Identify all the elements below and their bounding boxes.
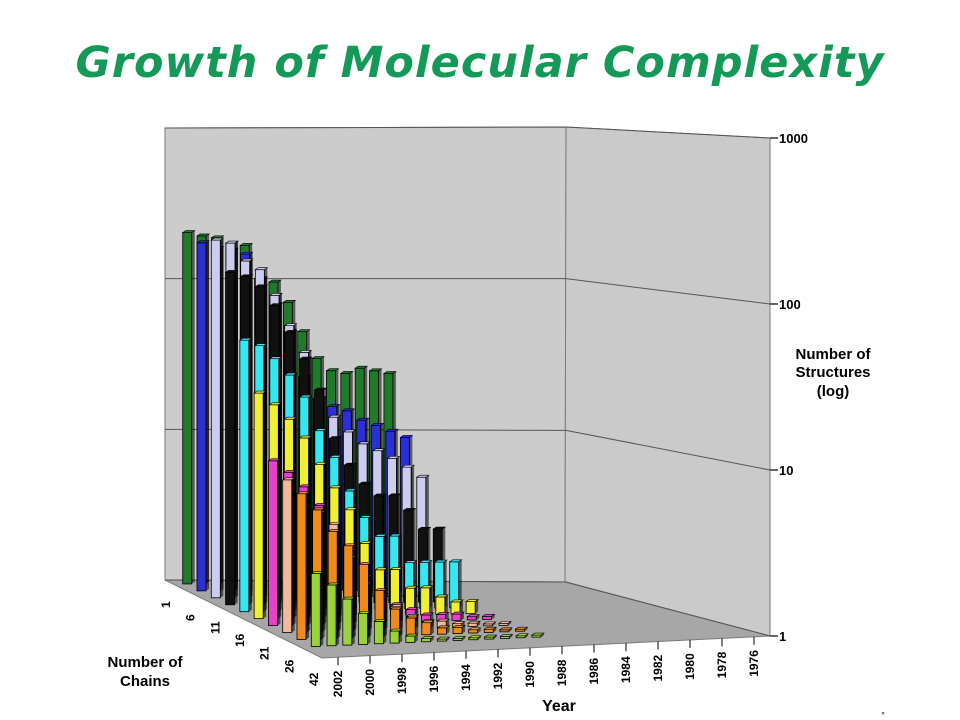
bar [452, 636, 467, 641]
bar [514, 626, 529, 632]
bar [436, 618, 451, 628]
bar [420, 636, 435, 643]
bar [515, 633, 530, 639]
year-tick-label: 1978 [715, 651, 729, 678]
year-tick-label: 2002 [331, 670, 345, 697]
page-title: Growth of Molecular Complexity [75, 38, 885, 88]
chain-tick-label: 26 [282, 659, 296, 673]
bar [448, 559, 463, 609]
bar [281, 477, 296, 633]
bar [210, 237, 225, 599]
z-axis: 1 10 100 1000 [770, 131, 808, 644]
year-tick-label: 1982 [651, 654, 665, 681]
bar [420, 612, 435, 622]
bar [238, 337, 253, 613]
z-tick-label: 1000 [779, 131, 808, 146]
bar [404, 633, 419, 643]
bar [267, 458, 282, 626]
zlabel-line3: (log) [817, 383, 849, 400]
bar [196, 240, 210, 592]
bar [389, 628, 404, 644]
year-tick-label: 1986 [587, 658, 601, 685]
zlabel-line1: Number of [796, 346, 872, 363]
side-wall [564, 126, 771, 637]
bar [420, 620, 435, 636]
bar [253, 390, 268, 620]
bar [434, 594, 449, 615]
year-tick-label: 1996 [427, 665, 441, 692]
chain-tick-label: 11 [208, 621, 222, 634]
bar [405, 615, 420, 636]
bar [465, 599, 480, 615]
footer-mark: ° [881, 711, 885, 720]
bar [436, 636, 451, 642]
year-tick-label: 1976 [747, 650, 761, 677]
bar [483, 634, 498, 640]
z-tick-label: 10 [779, 463, 793, 478]
bar [181, 230, 196, 585]
chain-tick-label: 6 [184, 614, 198, 621]
bar [483, 626, 498, 633]
bar [310, 571, 325, 647]
bar [224, 270, 239, 606]
bar [419, 585, 434, 616]
bar [467, 620, 482, 627]
bar [530, 632, 545, 638]
bars [181, 230, 545, 647]
chains-label-line1: Number of [108, 654, 184, 671]
bar [466, 614, 481, 621]
bar [326, 582, 341, 647]
z-tick-label: 1 [779, 629, 786, 644]
bar [481, 613, 496, 620]
z-gridline [164, 126, 771, 139]
bar [498, 627, 513, 633]
year-tick-label: 1992 [491, 662, 505, 689]
bar [467, 635, 482, 641]
chain-tick-label: 21 [258, 646, 272, 660]
bar [499, 634, 514, 639]
bar [451, 611, 465, 621]
bar [357, 610, 372, 645]
bar [482, 621, 497, 627]
bar [373, 619, 388, 645]
chain-tick-label: 42 [307, 672, 321, 686]
z-tick-label: 100 [779, 297, 801, 312]
bar [436, 625, 451, 635]
year-tick-label: 1988 [555, 659, 569, 686]
chain-tick-label: 16 [233, 633, 247, 647]
year-tick-label: 1990 [523, 661, 537, 688]
year-axis: 2002 2000 1998 1996 1994 1992 1990 1988 1986 1984… [331, 636, 761, 697]
year-tick-label: 1984 [619, 656, 633, 683]
year-tick-label: 2000 [363, 669, 377, 696]
bar [452, 624, 467, 634]
z-gridline [165, 278, 771, 305]
year-tick-label: 1998 [395, 667, 409, 694]
chain-tick-label: 1 [159, 601, 173, 608]
bar [296, 491, 310, 640]
chains-label-line2: Chains [120, 673, 170, 690]
year-tick-label: 1980 [683, 653, 697, 680]
bar [498, 621, 513, 626]
year-label: Year [542, 698, 576, 715]
zlabel-line2: Structures [795, 364, 870, 381]
year-tick-label: 1994 [459, 664, 473, 691]
bar [341, 596, 356, 646]
bar [467, 627, 482, 634]
